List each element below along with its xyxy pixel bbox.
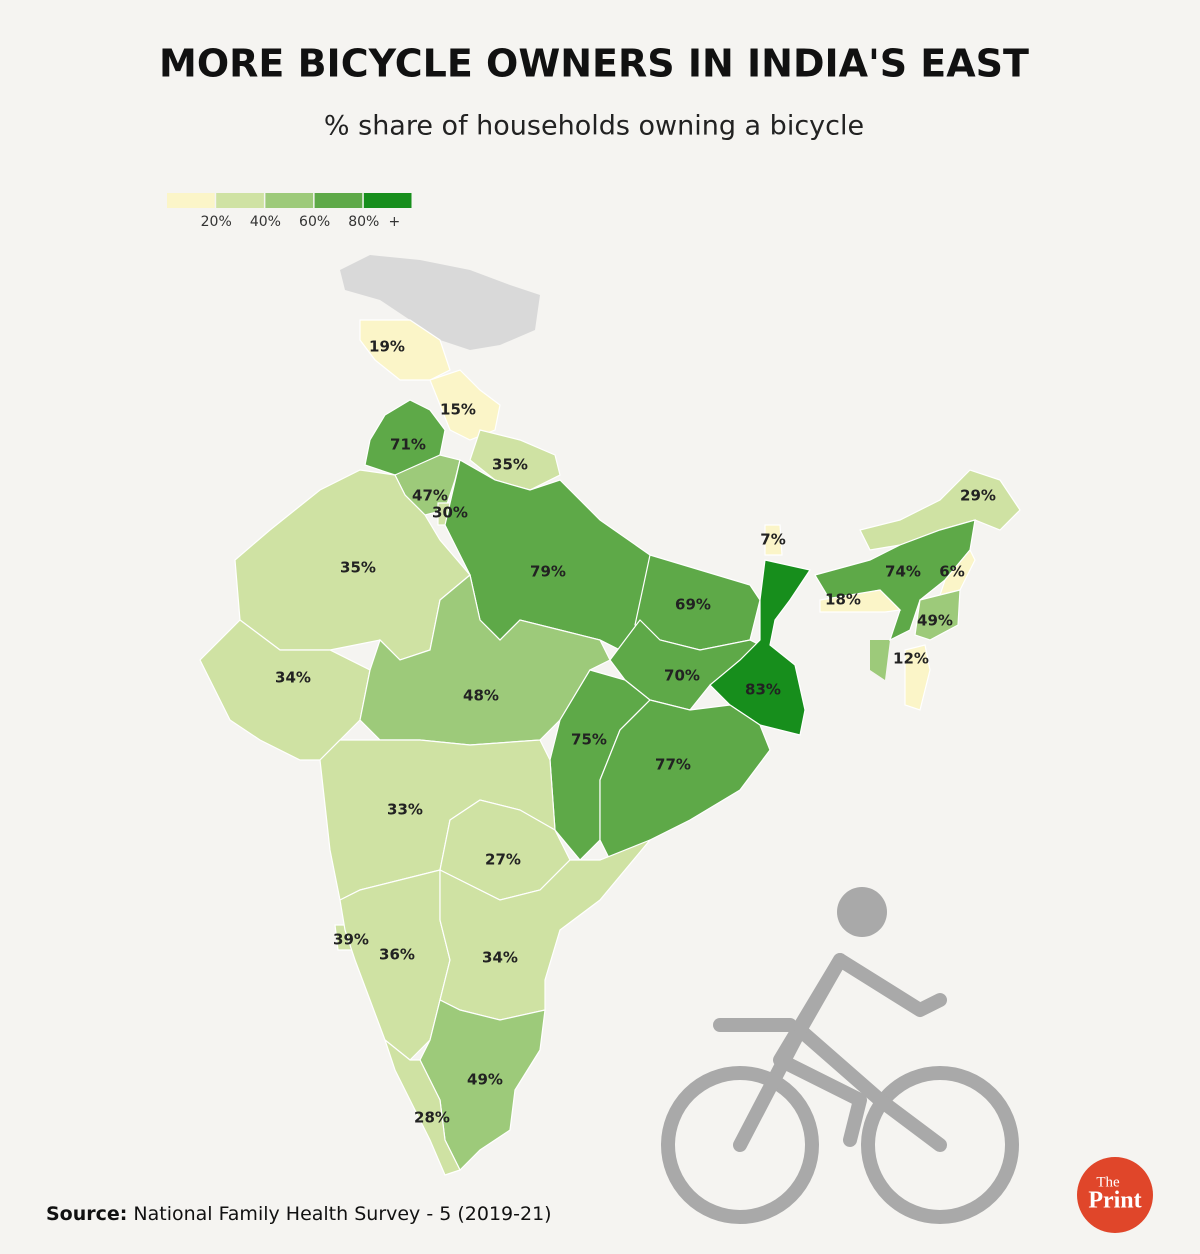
region-label: 34% xyxy=(482,949,518,967)
region-labels: 19% 15% 71% 35% 47%30% 35% 79% 69% 7% 29% 74% 6% 18%… xyxy=(275,338,996,1127)
unlabelled-region xyxy=(870,640,890,680)
subtitle: % share of households owning a bicycle xyxy=(324,111,864,142)
region-label: 30% xyxy=(432,504,468,522)
source-label: Source: xyxy=(46,1203,127,1225)
region xyxy=(439,839,651,1021)
no-data-region xyxy=(340,255,540,350)
source: Source: National Family Health Survey - 5… xyxy=(46,1203,552,1225)
legend-swatch xyxy=(265,193,314,208)
region-label: 74% xyxy=(885,563,921,581)
legend-label: 60% xyxy=(299,214,330,230)
region-label: 49% xyxy=(917,612,953,630)
region-label: 15% xyxy=(440,401,476,419)
region xyxy=(859,469,1021,551)
logo-bottom: Print xyxy=(1088,1188,1141,1214)
region-label: 33% xyxy=(387,801,423,819)
bicycle-icon xyxy=(661,887,1019,1224)
region xyxy=(599,699,771,861)
region-label: 35% xyxy=(492,456,528,474)
region-label: 29% xyxy=(960,487,996,505)
legend-label: 40% xyxy=(250,214,281,230)
region xyxy=(764,524,783,556)
region-label: 79% xyxy=(530,563,566,581)
region-label: 6% xyxy=(939,563,964,581)
region-label: 49% xyxy=(467,1071,503,1089)
region-label: 34% xyxy=(275,669,311,687)
region-label: 12% xyxy=(893,650,929,668)
region-label: 36% xyxy=(379,946,415,964)
region-label: 69% xyxy=(675,596,711,614)
region xyxy=(904,644,931,711)
region-label: 39% xyxy=(333,931,369,949)
region-label: 71% xyxy=(390,436,426,454)
legend-label: 20% xyxy=(201,214,232,230)
region-label: 47% xyxy=(412,487,448,505)
source-text: National Family Health Survey - 5 (2019-… xyxy=(133,1203,551,1225)
region xyxy=(469,429,561,491)
logo-top: The xyxy=(1096,1174,1120,1190)
legend-swatch xyxy=(216,193,264,208)
region-label: 27% xyxy=(485,851,521,869)
region-label: 75% xyxy=(571,731,607,749)
legend-swatch xyxy=(363,193,412,208)
region-label: 18% xyxy=(825,591,861,609)
legend-open-end: + xyxy=(389,214,401,230)
legend-label: 80% xyxy=(348,214,379,230)
logo-badge xyxy=(1077,1157,1153,1233)
region-label: 48% xyxy=(463,687,499,705)
region-label: 77% xyxy=(655,756,691,774)
region-label: 19% xyxy=(369,338,405,356)
legend-swatch xyxy=(314,193,363,208)
region xyxy=(914,589,961,641)
region-label: 28% xyxy=(414,1109,450,1127)
region xyxy=(939,548,976,596)
region xyxy=(383,1038,461,1176)
legend-swatch xyxy=(167,193,215,208)
region xyxy=(429,369,501,441)
map-regions xyxy=(199,255,1021,1176)
region xyxy=(819,589,902,613)
legend: 20% 40% 60% 80% + xyxy=(167,193,412,230)
region-label: 70% xyxy=(664,667,700,685)
region-label: 83% xyxy=(745,681,781,699)
region-label: 35% xyxy=(340,559,376,577)
title: MORE BICYCLE OWNERS IN INDIA'S EAST xyxy=(159,42,1029,86)
region xyxy=(709,559,811,736)
region-label: 7% xyxy=(760,531,785,549)
